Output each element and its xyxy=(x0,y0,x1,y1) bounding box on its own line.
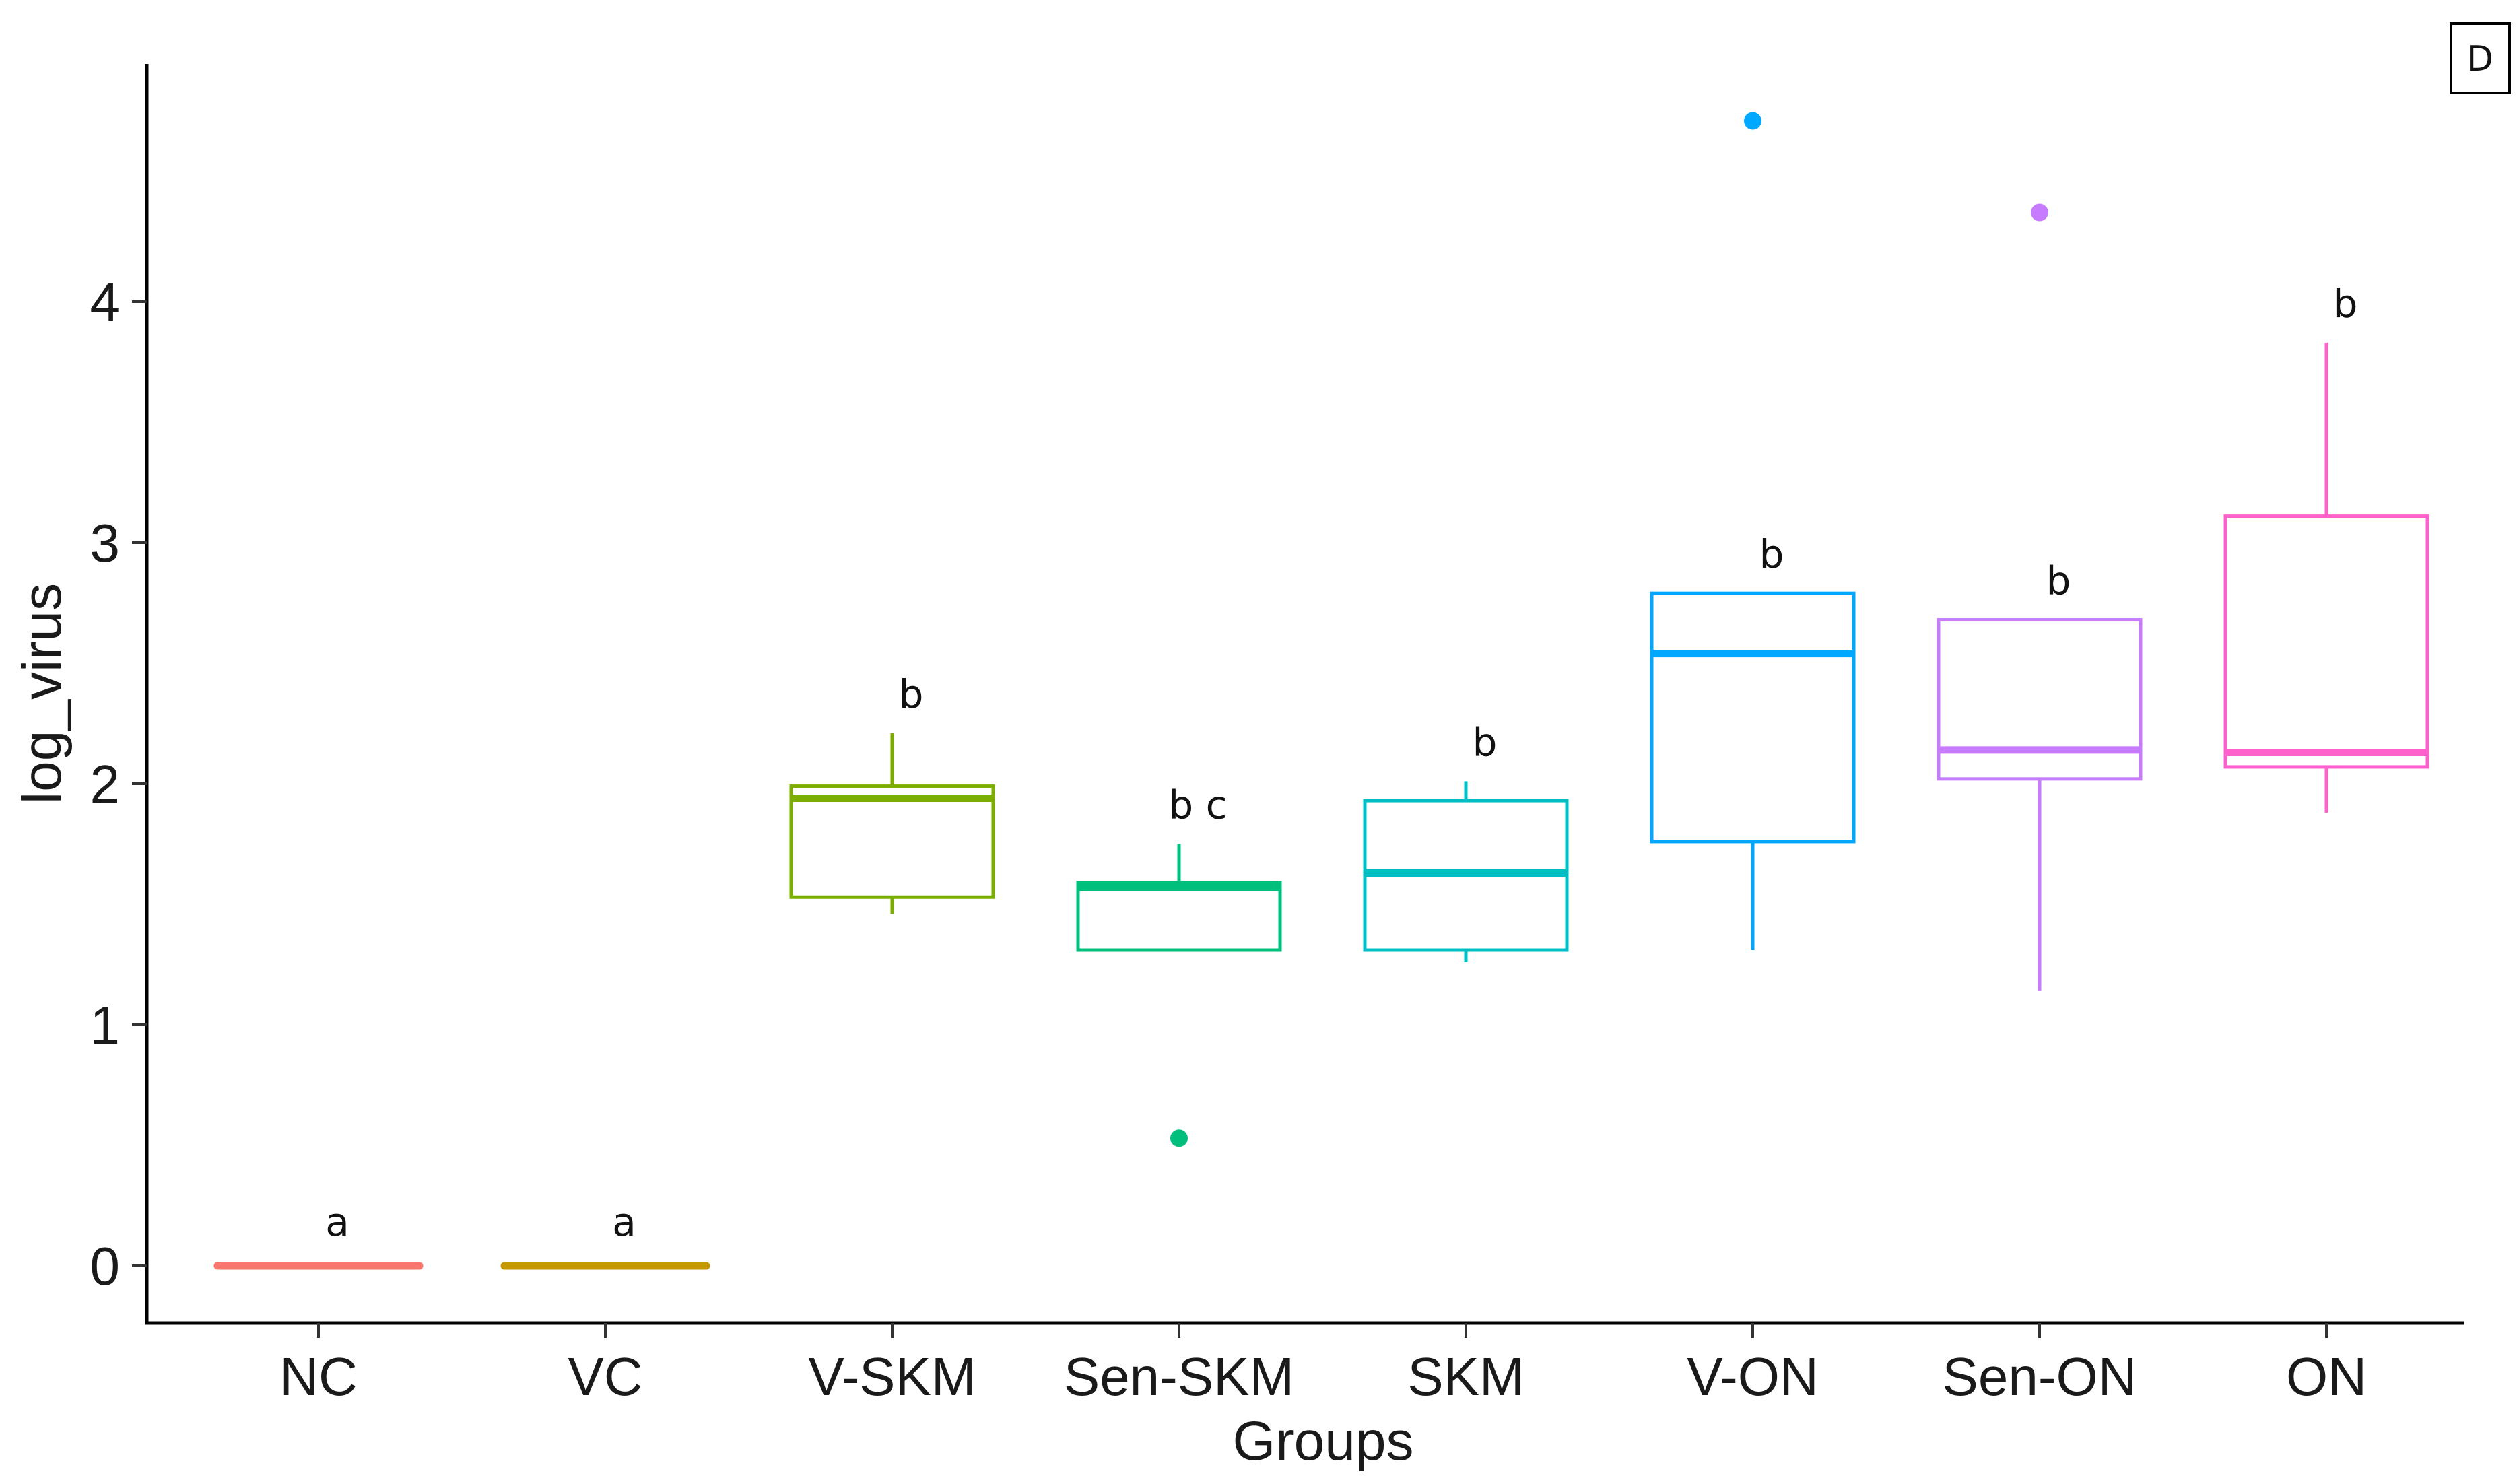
x-tick-label: NC xyxy=(279,1347,358,1407)
sig-letter-skm: b xyxy=(1473,719,1498,765)
box-on xyxy=(2223,514,2429,769)
axes-group: 0 1 2 3 4 NC VC V-SKM Sen-SKM SKM V-ON Sen-ON ON Grou… xyxy=(11,64,2464,1472)
y-tick-label: 2 xyxy=(90,754,121,814)
box-v-skm xyxy=(789,784,995,899)
sig-letter-v-on: b xyxy=(1759,531,1784,577)
outlier-point-sen-skm xyxy=(1170,1129,1188,1147)
sig-letter-vc: a xyxy=(612,1199,636,1245)
y-tick-label: 1 xyxy=(90,995,121,1055)
x-tick-label: V-SKM xyxy=(809,1347,976,1407)
x-tick-label: SKM xyxy=(1407,1347,1524,1407)
y-tick-label: 4 xyxy=(90,272,121,332)
sig-letter-nc: a xyxy=(325,1199,349,1245)
outlier-point-sen-on xyxy=(2031,203,2048,222)
y-axis-title: log_virus xyxy=(11,583,73,804)
panel-tag-label: D xyxy=(2466,39,2493,79)
labels-group: Da a b b c b b b b xyxy=(325,22,2511,1245)
sig-letter-sen-on: b xyxy=(2046,558,2071,604)
boxes-group xyxy=(213,112,2429,1270)
sig-letter-v-skm: b xyxy=(899,671,924,717)
x-tick-label: Sen-SKM xyxy=(1064,1347,1294,1407)
box-sen-on xyxy=(1937,618,2143,781)
y-tick-label: 3 xyxy=(90,513,121,573)
outlier-point-v-on xyxy=(1744,112,1761,130)
x-tick-label: Sen-ON xyxy=(1943,1347,2137,1407)
box-v-on xyxy=(1650,591,1856,844)
x-tick-label: VC xyxy=(568,1347,642,1407)
sig-letter-sen-skm: b c xyxy=(1168,782,1227,828)
y-tick-label: 0 xyxy=(90,1236,121,1296)
x-tick-label: ON xyxy=(2286,1347,2367,1407)
x-axis-title: Groups xyxy=(1233,1411,1414,1472)
x-tick-label: V-ON xyxy=(1687,1347,1819,1407)
box-sen-skm xyxy=(1076,881,1282,952)
panel-tag-box xyxy=(2450,22,2511,94)
sig-letter-on: b xyxy=(2333,281,2358,327)
